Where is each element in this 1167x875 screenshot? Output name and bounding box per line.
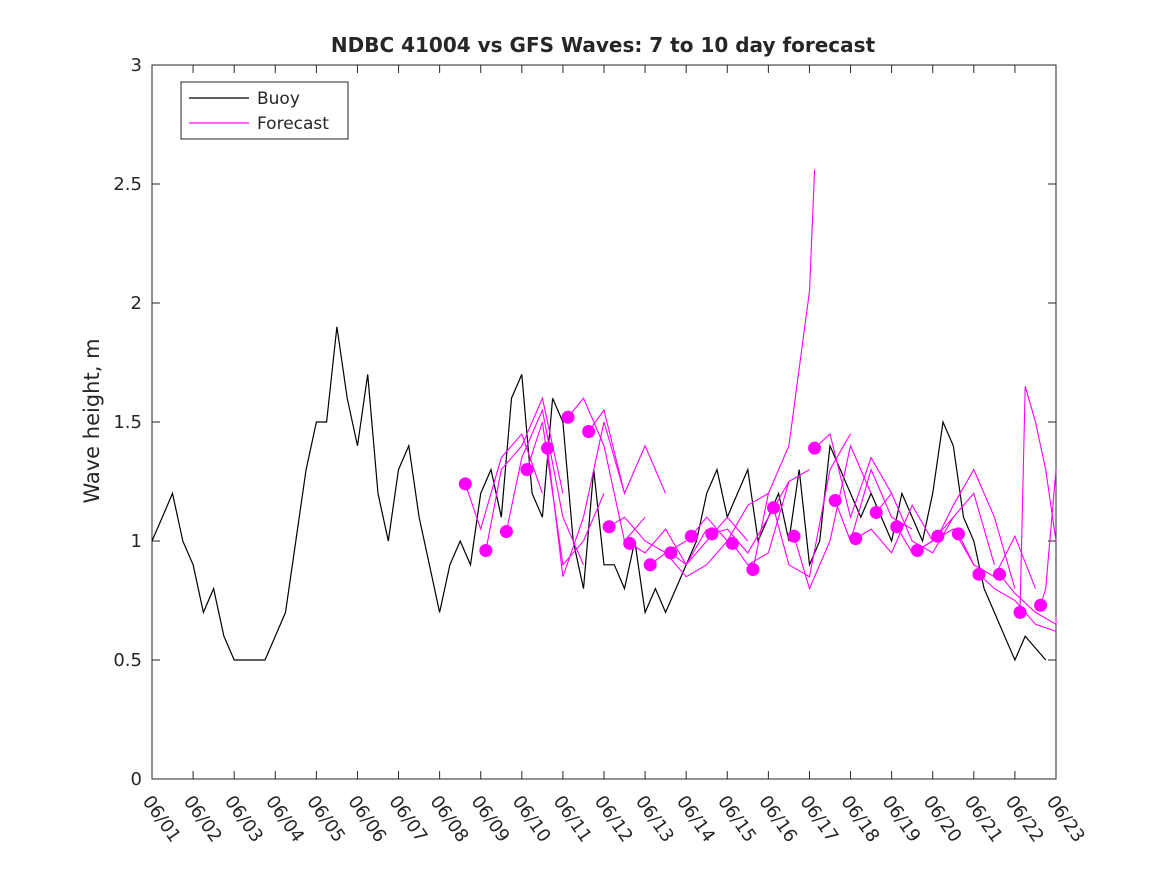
forecast-line [546,421,626,577]
x-tick-label: 06/02 [179,792,226,847]
legend-label: Forecast [257,114,329,134]
forecast-line [999,573,1057,626]
x-tick-label: 06/20 [919,792,966,847]
y-tick-label: 2.5 [113,174,142,195]
chart-title: NDBC 41004 vs GFS Waves: 7 to 10 day for… [331,33,876,57]
forecast-point [993,567,1006,581]
forecast-point [705,527,719,541]
forecast-point [725,536,739,550]
y-tick-label: 3 [131,55,142,76]
x-tick-label: 06/03 [220,792,267,847]
x-tick-label: 06/04 [261,792,308,847]
forecast-point [808,441,822,455]
forecast-point [684,529,698,543]
y-tick-label: 0 [131,769,142,790]
y-tick-label: 1.5 [113,412,142,433]
forecast-point [643,558,657,572]
forecast-point [1013,605,1027,619]
y-tick-label: 1 [131,531,142,552]
y-tick-label: 2 [131,293,142,314]
x-tick-label: 06/06 [343,792,390,847]
x-tick-label: 06/12 [590,792,637,847]
x-tick-label: 06/23 [1042,792,1089,847]
forecast-point [890,520,904,534]
x-tick-label: 06/07 [384,792,431,847]
forecast-line [567,397,646,543]
forecast-point [582,425,596,439]
x-tick-label: 06/09 [467,792,514,847]
forecast-point [972,567,986,581]
forecast-point [623,536,637,550]
forecast-line [978,573,1057,632]
forecast-point [602,520,616,534]
forecast-line [629,528,708,566]
x-tick-label: 06/10 [508,792,555,847]
legend-label: Buoy [257,89,300,109]
forecast-point [931,529,945,543]
x-tick-label: 06/05 [302,792,349,847]
forecast-line [464,432,543,531]
forecast-point [520,463,534,477]
forecast-point [951,527,965,541]
forecast-point [767,501,780,515]
plot-area: 00.511.522.5306/0106/0206/0306/0406/0506… [113,55,1089,846]
x-tick-label: 06/19 [878,792,925,847]
forecast-line [855,504,934,554]
forecast-point [664,546,678,560]
forecast-line [814,432,893,520]
forecast-point [746,563,760,577]
forecast-line [711,481,790,554]
x-tick-label: 06/18 [836,792,883,847]
x-tick-label: 06/16 [754,792,801,847]
forecast-line [937,468,1016,589]
x-tick-label: 06/21 [960,792,1007,847]
forecast-point [499,524,513,538]
x-tick-label: 06/13 [631,792,678,847]
forecast-line [505,408,585,566]
forecast-point [787,529,801,543]
forecast-line [485,396,564,551]
y-axis-label: Wave height, m [80,338,104,503]
forecast-point [828,494,842,508]
forecast-point [849,532,863,546]
forecast-line [793,444,872,591]
x-tick-label: 06/01 [138,792,185,847]
legend-box [180,81,349,140]
forecast-point [869,505,883,519]
x-tick-label: 06/15 [713,792,760,847]
forecast-line [752,169,816,570]
forecast-line [731,469,810,566]
y-tick-label: 0.5 [113,650,142,671]
forecast-line [526,421,605,567]
forecast-line [957,533,1037,589]
x-tick-label: 06/08 [426,792,473,847]
forecast-line [1019,386,1057,613]
x-tick-label: 06/11 [549,792,596,847]
forecast-line [772,433,851,578]
x-tick-label: 06/14 [672,792,719,847]
forecast-point [910,544,924,558]
forecast-point [1034,598,1048,612]
forecast-point [541,441,554,455]
forecast-point [561,410,575,424]
forecast-point [479,544,493,558]
x-tick-label: 06/17 [795,792,842,847]
x-tick-label: 06/22 [1001,792,1048,847]
forecast-line [588,408,667,496]
forecast-line [670,516,749,566]
forecast-line [917,492,995,565]
buoy-line [151,326,1047,662]
forecast-line [649,540,728,578]
forecast-point [458,477,472,491]
